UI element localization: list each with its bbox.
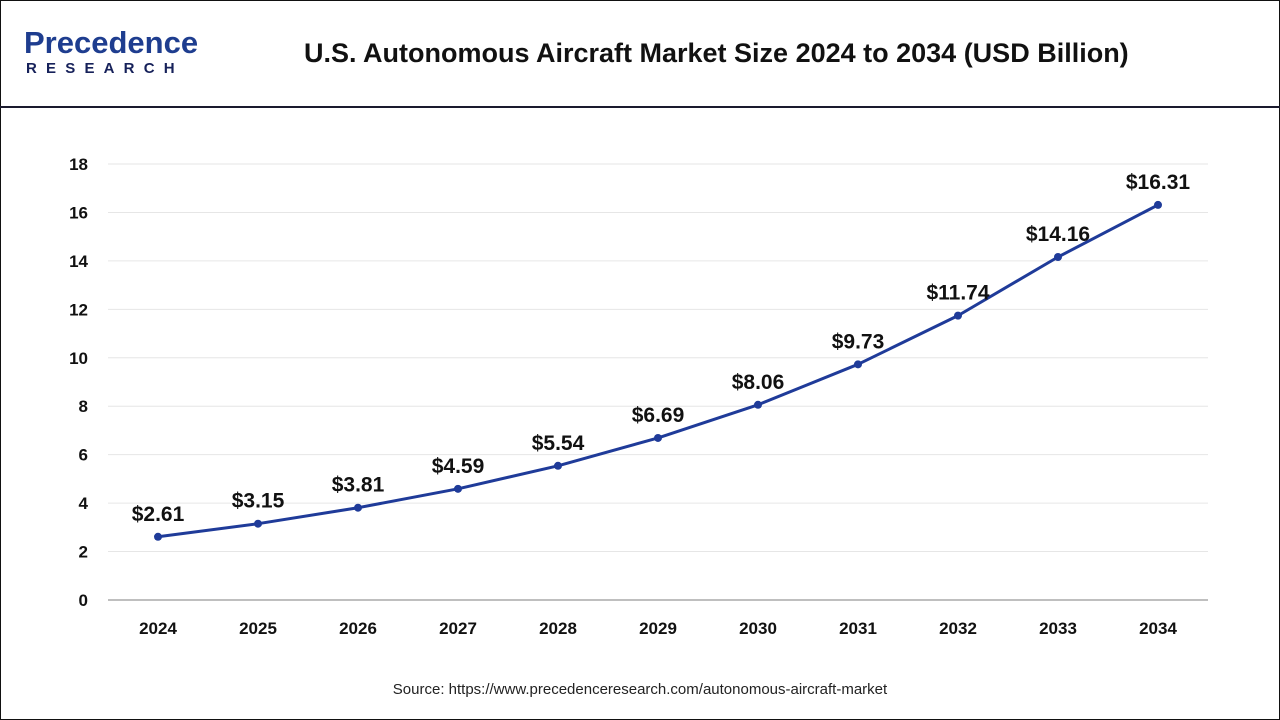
data-label: $14.16 bbox=[1026, 223, 1090, 246]
x-tick-label: 2027 bbox=[439, 619, 477, 638]
data-label: $3.15 bbox=[232, 490, 285, 513]
x-tick-label: 2033 bbox=[1039, 619, 1077, 638]
logo-subtext: RESEARCH bbox=[26, 60, 184, 77]
data-label: $4.59 bbox=[432, 455, 485, 478]
header: Precedence RESEARCH U.S. Autonomous Airc… bbox=[0, 0, 1280, 108]
data-point bbox=[454, 484, 462, 493]
data-point bbox=[254, 519, 262, 528]
data-label: $8.06 bbox=[732, 371, 785, 394]
y-tick-label: 6 bbox=[79, 446, 88, 465]
x-tick-label: 2030 bbox=[739, 619, 777, 638]
y-tick-label: 0 bbox=[79, 591, 88, 610]
data-point bbox=[954, 311, 962, 320]
x-tick-label: 2032 bbox=[939, 619, 977, 638]
data-label: $3.81 bbox=[332, 474, 385, 497]
y-tick-label: 12 bbox=[69, 300, 88, 319]
x-tick-label: 2028 bbox=[539, 619, 577, 638]
data-label: $16.31 bbox=[1126, 171, 1191, 194]
data-point bbox=[154, 532, 162, 541]
y-tick-label: 16 bbox=[69, 203, 88, 222]
data-label: $9.73 bbox=[832, 330, 885, 353]
data-point bbox=[354, 503, 362, 512]
data-label: $5.54 bbox=[532, 432, 585, 455]
x-tick-label: 2026 bbox=[339, 619, 377, 638]
y-tick-label: 2 bbox=[79, 543, 88, 562]
data-label: $2.61 bbox=[132, 503, 185, 526]
logo-text: Precedence bbox=[24, 25, 199, 60]
data-label: $6.69 bbox=[632, 404, 685, 427]
data-point bbox=[1154, 200, 1162, 209]
y-tick-label: 18 bbox=[69, 155, 88, 174]
data-point bbox=[654, 433, 662, 442]
x-tick-label: 2029 bbox=[639, 619, 677, 638]
data-point bbox=[854, 360, 862, 369]
x-tick-label: 2031 bbox=[839, 619, 877, 638]
series-line bbox=[157, 203, 1159, 539]
logo: Precedence RESEARCH bbox=[24, 25, 199, 77]
data-label: $11.74 bbox=[926, 282, 989, 305]
x-tick-label: 2025 bbox=[239, 619, 277, 638]
y-tick-label: 10 bbox=[69, 349, 88, 368]
x-tick-label: 2034 bbox=[1139, 619, 1177, 638]
x-tick-label: 2024 bbox=[139, 619, 177, 638]
data-point bbox=[1054, 253, 1062, 262]
y-tick-label: 4 bbox=[79, 494, 89, 513]
source-text: Source: https://www.precedenceresearch.c… bbox=[392, 681, 888, 698]
chart-title: U.S. Autonomous Aircraft Market Size 202… bbox=[304, 38, 1129, 68]
y-tick-label: 14 bbox=[69, 252, 88, 271]
data-point bbox=[754, 400, 762, 409]
data-point bbox=[554, 461, 562, 470]
y-tick-label: 8 bbox=[79, 397, 88, 416]
